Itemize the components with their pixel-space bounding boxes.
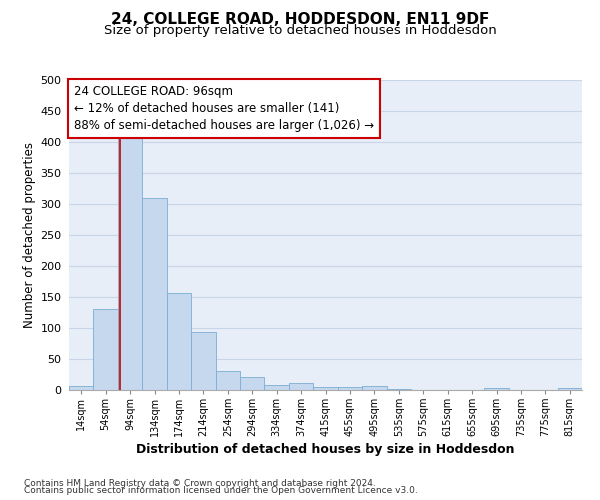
Bar (265, 385, 289, 390)
Y-axis label: Number of detached properties: Number of detached properties (23, 142, 36, 328)
Text: 24, COLLEGE ROAD, HODDESDON, EN11 9DF: 24, COLLEGE ROAD, HODDESDON, EN11 9DF (111, 12, 489, 28)
Bar (118, 137, 142, 390)
X-axis label: Distribution of detached houses by size in Hoddesdon: Distribution of detached houses by size … (136, 444, 515, 456)
Bar (191, 332, 215, 390)
Bar (167, 292, 191, 390)
Bar (69, 386, 94, 390)
Bar (362, 386, 386, 390)
Bar (484, 388, 509, 390)
Bar (240, 377, 265, 390)
Text: Contains HM Land Registry data © Crown copyright and database right 2024.: Contains HM Land Registry data © Crown c… (24, 478, 376, 488)
Bar (313, 387, 338, 390)
Text: Contains public sector information licensed under the Open Government Licence v3: Contains public sector information licen… (24, 486, 418, 495)
Bar (338, 387, 362, 390)
Bar (215, 372, 240, 390)
Bar (289, 382, 313, 390)
Bar (557, 388, 582, 390)
Text: 24 COLLEGE ROAD: 96sqm
← 12% of detached houses are smaller (141)
88% of semi-de: 24 COLLEGE ROAD: 96sqm ← 12% of detached… (74, 84, 374, 132)
Bar (94, 310, 118, 390)
Bar (386, 389, 411, 390)
Text: Size of property relative to detached houses in Hoddesdon: Size of property relative to detached ho… (104, 24, 496, 37)
Bar (142, 198, 167, 390)
